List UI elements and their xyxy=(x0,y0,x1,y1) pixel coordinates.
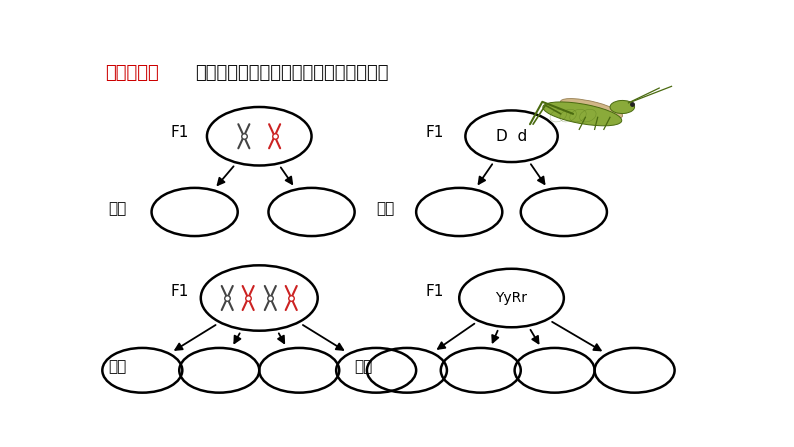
Text: 配子: 配子 xyxy=(355,359,373,374)
Text: YyRr: YyRr xyxy=(495,291,527,305)
Ellipse shape xyxy=(561,99,622,119)
Text: F1: F1 xyxy=(426,284,444,299)
Text: F1: F1 xyxy=(170,125,188,140)
Text: F1: F1 xyxy=(426,125,444,140)
Text: 配子: 配子 xyxy=(109,359,127,374)
Ellipse shape xyxy=(543,102,622,126)
Text: 【动一动】: 【动一动】 xyxy=(106,64,159,82)
Text: D  d: D d xyxy=(496,129,527,144)
Text: F1: F1 xyxy=(170,284,188,299)
Text: 配子: 配子 xyxy=(109,201,127,216)
Text: 配子: 配子 xyxy=(376,201,395,216)
Text: 请同学们利用萨顿的发现，完成下列图解: 请同学们利用萨顿的发现，完成下列图解 xyxy=(195,64,388,82)
Ellipse shape xyxy=(610,101,634,114)
